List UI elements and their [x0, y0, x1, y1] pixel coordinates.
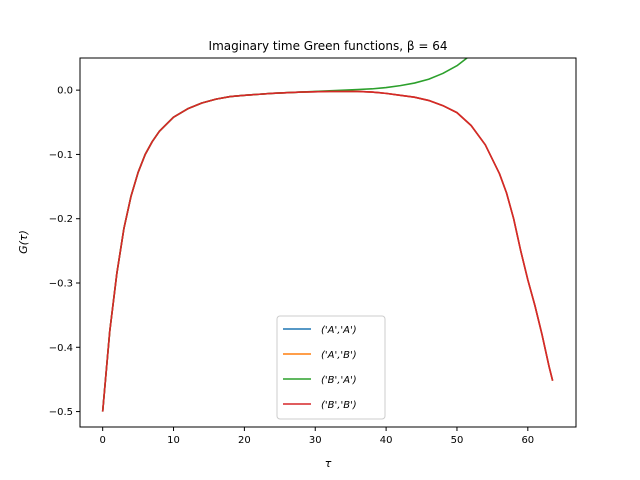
series-layer	[101, 58, 554, 412]
x-axis: 0 10 20 30 40 50 60	[99, 427, 534, 446]
x-tick-label: 20	[238, 435, 251, 446]
y-tick-label: −0.3	[49, 279, 73, 290]
legend-label-3: ('B','B')	[321, 400, 357, 411]
y-axis: 0.0 −0.1 −0.2 −0.3 −0.4 −0.5	[49, 86, 80, 418]
y-tick-label: −0.2	[49, 214, 73, 225]
x-tick-label: 10	[167, 435, 180, 446]
chart-title: Imaginary time Green functions, β = 64	[209, 39, 448, 53]
y-tick-label: 0.0	[57, 86, 73, 97]
x-tick-label: 30	[309, 435, 322, 446]
x-tick-label: 40	[380, 435, 393, 446]
y-axis-label: G(τ)	[17, 230, 30, 254]
plot-frame	[79, 57, 577, 428]
legend-label-0: ('A','A')	[321, 325, 357, 336]
x-tick-label: 60	[521, 435, 534, 446]
legend: ('A','A') ('A','B') ('B','A') ('B','B')	[276, 315, 386, 420]
y-tick-label: −0.1	[49, 150, 73, 161]
x-axis-label: τ	[325, 457, 332, 470]
series-line-3	[101, 90, 554, 412]
legend-label-2: ('B','A')	[321, 375, 357, 386]
legend-label-1: ('A','B')	[321, 350, 357, 361]
legend-frame	[276, 315, 386, 420]
x-tick-label: 50	[451, 435, 464, 446]
y-tick-label: −0.4	[49, 343, 73, 354]
x-tick-label: 0	[99, 435, 105, 446]
y-tick-label: −0.5	[49, 407, 73, 418]
